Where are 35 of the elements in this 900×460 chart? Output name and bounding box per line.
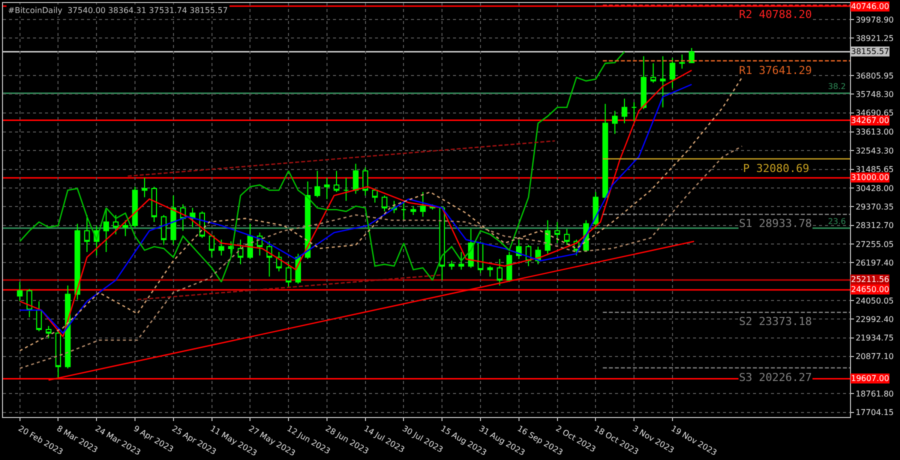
- y-tick-label: 34690.65: [856, 108, 894, 118]
- y-tick-label: 21934.75: [856, 334, 894, 343]
- series-label: P 32080.69: [743, 162, 810, 175]
- ref-line-label: 24650.00: [851, 285, 890, 294]
- series-label: S2 23373.18: [739, 315, 812, 328]
- series-label: R2 40788.20: [739, 8, 812, 21]
- ref-line-label: 25211.56: [851, 275, 890, 284]
- y-tick-label: 31485.65: [856, 165, 894, 174]
- y-tick-label: 27255.05: [856, 240, 894, 249]
- y-tick-label: 39978.90: [856, 15, 894, 24]
- y-tick-label: 35748.30: [856, 90, 894, 99]
- series-label: S3 20226.27: [739, 371, 812, 384]
- y-tick-label: 26197.40: [856, 258, 894, 268]
- ref-line-label: 40746.00: [851, 2, 890, 11]
- series-label: S1 28933.78: [739, 217, 812, 230]
- ref-line-label: 31000.00: [851, 173, 890, 182]
- y-tick-label: 22992.40: [856, 314, 894, 324]
- y-tick-label: 32543.30: [856, 146, 894, 156]
- y-tick-label: 24050.05: [856, 296, 894, 306]
- annotation: 23.6: [828, 217, 846, 226]
- y-tick-label: 18761.80: [856, 389, 894, 398]
- y-tick-label: 29370.35: [856, 202, 894, 212]
- ref-line-label: 34267.00: [851, 116, 890, 125]
- y-tick-label: 36805.95: [856, 71, 894, 80]
- annotation: 38.2: [828, 82, 846, 91]
- chart-title: #BitcoinDaily 37540.00 38364.31 37531.74 38155.57: [8, 6, 228, 15]
- y-tick-label: 17704.15: [856, 408, 894, 418]
- y-tick-label: 38921.25: [856, 34, 894, 44]
- y-tick-label: 28312.70: [856, 221, 894, 230]
- series-label: R1 37641.29: [739, 64, 812, 77]
- y-tick-label: 20877.10: [856, 352, 894, 362]
- ref-line-label: 19607.00: [851, 374, 890, 383]
- y-tick-label: 30428.00: [856, 184, 894, 193]
- ref-line-label: 38155.57: [851, 47, 890, 56]
- y-tick-label: 33613.00: [856, 128, 894, 137]
